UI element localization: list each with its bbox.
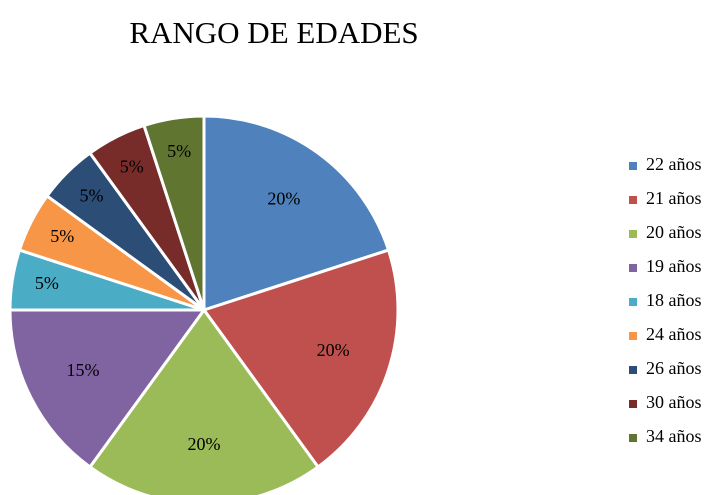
legend-swatch [629, 434, 637, 442]
slice-label: 20% [317, 340, 350, 360]
legend-swatch [629, 196, 637, 204]
pie-slice [202, 114, 391, 313]
chart-title: RANGO DE EDADES [129, 15, 418, 50]
legend-swatch [629, 264, 637, 272]
legend-label: 26 años [646, 358, 702, 378]
pie-slice [201, 248, 400, 470]
legend-swatch [629, 162, 637, 170]
slice-label: 5% [120, 156, 144, 176]
pie-slice [142, 114, 206, 311]
slice-label: 20% [188, 434, 221, 454]
legend-label: 24 años [646, 324, 702, 344]
pie-slice [8, 308, 207, 470]
legend-swatch [629, 230, 637, 238]
slice-label: 20% [267, 188, 300, 208]
legend-label: 30 años [646, 392, 702, 412]
slice-label: 5% [35, 273, 59, 293]
legend-label: 20 años [646, 222, 702, 242]
legend-label: 19 años [646, 256, 702, 276]
legend-label: 22 años [646, 154, 702, 174]
slice-label: 5% [167, 141, 191, 161]
slice-label: 5% [50, 226, 74, 246]
legend-swatch [629, 298, 637, 306]
legend-label: 18 años [646, 290, 702, 310]
legend-swatch [629, 400, 637, 408]
legend-label: 21 años [646, 188, 702, 208]
legend-swatch [629, 332, 637, 340]
pie-slice [87, 307, 321, 495]
slice-label: 15% [67, 360, 100, 380]
legend-label: 34 años [646, 426, 702, 446]
legend-swatch [629, 366, 637, 374]
slice-label: 5% [80, 186, 104, 206]
